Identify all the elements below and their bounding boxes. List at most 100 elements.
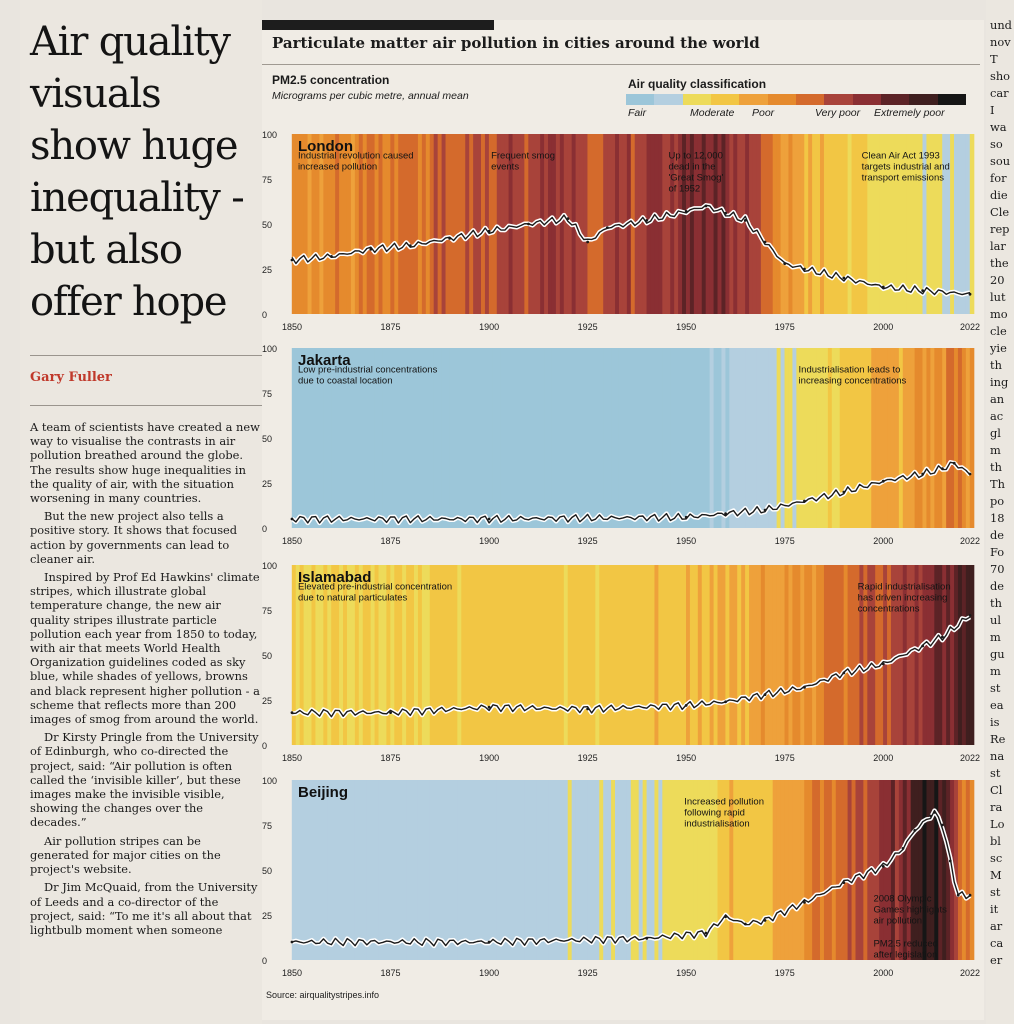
stripe — [579, 134, 585, 314]
stripe — [674, 348, 679, 528]
stripe — [492, 565, 498, 745]
legend-label-poor: Poor — [752, 107, 775, 119]
stripe — [638, 348, 644, 528]
stripe — [965, 780, 971, 960]
stripe — [508, 348, 514, 528]
stripe — [417, 780, 423, 960]
stripe — [678, 348, 683, 528]
stripe — [319, 780, 324, 960]
stripe — [465, 565, 470, 745]
stripe — [820, 134, 825, 314]
article-column: Air quality visuals show huge inequality… — [20, 0, 262, 1024]
stripe — [331, 348, 336, 528]
stripe — [768, 565, 774, 745]
stripe — [843, 348, 849, 528]
data-point — [684, 515, 688, 519]
stripe — [441, 780, 447, 960]
stripe — [291, 565, 297, 745]
stripe — [299, 780, 305, 960]
y-tick-label: 0 — [262, 741, 267, 751]
stripe — [776, 565, 782, 745]
stripe — [756, 780, 762, 960]
stripe — [378, 348, 384, 528]
data-point — [290, 517, 294, 521]
stripe — [902, 348, 908, 528]
stripe — [299, 134, 305, 314]
stripe — [926, 348, 931, 528]
data-point — [881, 662, 885, 666]
stripe — [772, 780, 778, 960]
stripe — [792, 780, 797, 960]
stripe — [378, 134, 384, 314]
stripe — [800, 780, 805, 960]
stripe — [717, 348, 723, 528]
clipped-text-fragment: Fo — [990, 545, 1005, 559]
stripe — [548, 780, 553, 960]
x-tick-label: 1900 — [479, 968, 499, 978]
stripe — [855, 780, 861, 960]
stripe — [898, 780, 904, 960]
stripe — [449, 565, 454, 745]
stripe — [859, 780, 864, 960]
stripe — [851, 780, 857, 960]
stripe — [299, 348, 305, 528]
stripe — [666, 565, 671, 745]
clipped-text-fragment: ul — [990, 613, 1001, 627]
stripe — [871, 348, 876, 528]
clipped-text-fragment: die — [990, 188, 1008, 202]
stripe — [307, 780, 313, 960]
stripe — [894, 348, 900, 528]
series-line — [291, 461, 971, 524]
stripe — [776, 780, 782, 960]
stripe — [449, 780, 454, 960]
stripe — [835, 565, 841, 745]
stripe — [784, 565, 790, 745]
stripe — [662, 780, 667, 960]
clipped-text-fragment: lar — [990, 239, 1006, 253]
stripe — [354, 134, 360, 314]
data-point — [487, 229, 491, 233]
y-tick-label: 100 — [262, 776, 277, 786]
stripe — [567, 348, 573, 528]
clipped-text-fragment: und — [990, 18, 1012, 32]
stripe — [615, 780, 620, 960]
stripe — [331, 780, 336, 960]
stripe — [796, 134, 801, 314]
y-tick-label: 0 — [262, 956, 267, 966]
stripe — [544, 780, 549, 960]
stripe — [374, 565, 380, 745]
clipped-text-fragment: yie — [990, 341, 1007, 355]
legend-swatch — [710, 94, 740, 105]
stripe — [756, 134, 762, 314]
stripe — [697, 565, 703, 745]
stripe — [429, 780, 435, 960]
stripe — [358, 348, 364, 528]
stripe — [524, 565, 529, 745]
stripe — [792, 134, 797, 314]
legend-swatch — [767, 94, 796, 105]
stripe — [563, 780, 569, 960]
stripe — [831, 780, 837, 960]
stripe — [701, 565, 707, 745]
stripe — [295, 348, 301, 528]
stripe — [729, 565, 734, 745]
stripe — [796, 348, 801, 528]
stripe — [749, 134, 754, 314]
stripe — [559, 348, 565, 528]
stripe — [354, 780, 360, 960]
stripe — [496, 780, 502, 960]
stripe — [764, 134, 770, 314]
stripe — [922, 134, 928, 314]
x-tick-label: 1850 — [282, 322, 302, 332]
stripe — [398, 134, 403, 314]
stripe — [390, 348, 395, 528]
data-point — [330, 255, 333, 258]
stripe — [670, 565, 675, 745]
x-tick-label: 1900 — [479, 753, 499, 763]
stripe — [492, 780, 498, 960]
stripe — [402, 780, 407, 960]
stripe — [768, 348, 774, 528]
data-point — [684, 210, 688, 213]
stripe — [469, 348, 474, 528]
stripe — [784, 348, 790, 528]
